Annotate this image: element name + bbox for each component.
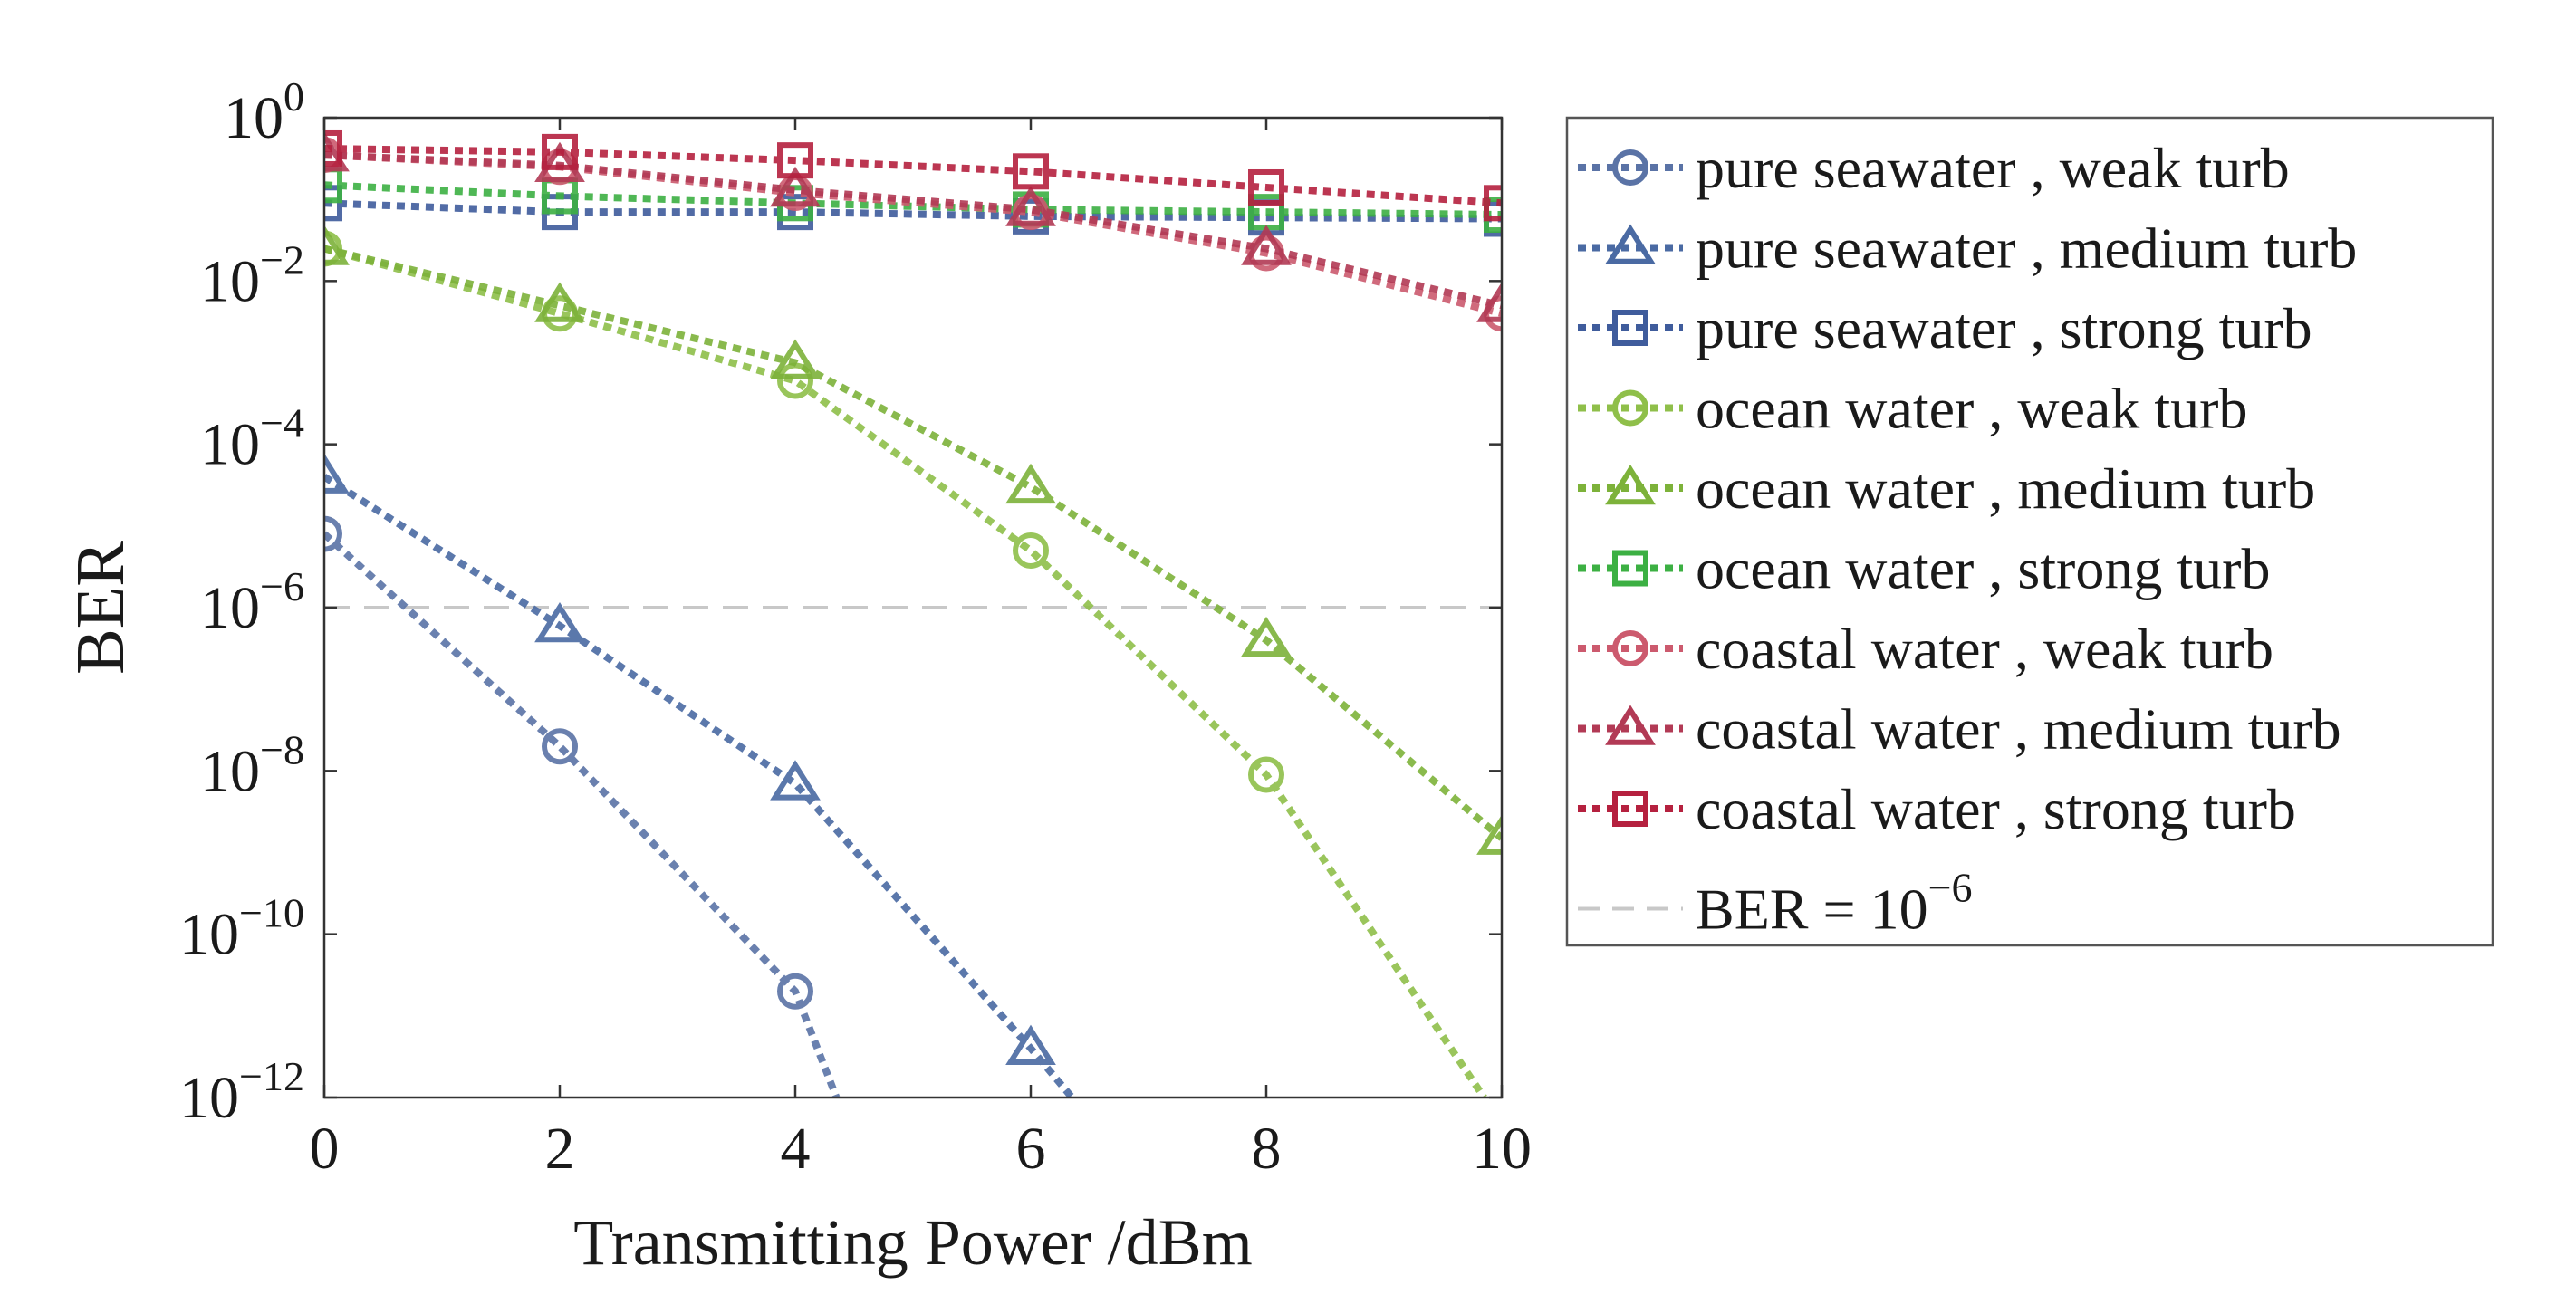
series-1-line (324, 531, 841, 1098)
legend-label: coastal water , weak turb (1696, 617, 2273, 681)
series-5-point-5 (1241, 616, 1292, 657)
plot-area (324, 118, 1502, 1098)
series-9-line (324, 145, 1502, 207)
legend-entry-4: ocean water , weak turb (1578, 377, 2247, 441)
legend-marker (1605, 464, 1656, 505)
series-3-line (324, 199, 1502, 223)
series-4-point-1 (324, 230, 342, 267)
legend: pure seawater , weak turb pure seawater ,… (1565, 116, 2494, 947)
x-tick-label: 0 (310, 1116, 340, 1182)
legend-entry-8: coastal water , medium turb (1578, 697, 2341, 762)
legend-label: ocean water , medium turb (1696, 456, 2315, 521)
legend-label: ocean water , strong turb (1696, 537, 2270, 601)
x-axis-title: Transmitting Power /dBm (573, 1206, 1252, 1279)
legend-entry-5: ocean water , medium turb (1578, 456, 2315, 521)
series-9-point-1 (324, 129, 342, 167)
series-2-point-2 (534, 601, 585, 643)
x-tick-label: 6 (1016, 1116, 1046, 1182)
axes: 0 2 4 6 8 10 100 10−2 10−4 10−6 10−8 10−10 10−12 Tran… (62, 73, 1532, 1279)
series-8 (324, 131, 1502, 322)
y-tick-label: 10−2 (200, 236, 304, 314)
legend-label: pure seawater , medium turb (1696, 216, 2357, 281)
series-9-point-4 (1013, 153, 1049, 190)
legend-marker (1612, 310, 1648, 346)
series-1-point-2 (542, 728, 578, 765)
series-4-line (324, 244, 1487, 1098)
series-6-line (324, 181, 1502, 218)
series-5-point-2 (534, 282, 585, 322)
legend-entry-3: pure seawater , strong turb (1578, 296, 2312, 360)
series-8-point-1 (324, 131, 350, 172)
series-2-point-3 (770, 760, 821, 801)
legend-marker (1612, 389, 1648, 427)
series-9-point-5 (1248, 168, 1284, 206)
series-6-point-1 (324, 167, 342, 204)
series-9-point-6 (1484, 185, 1502, 222)
legend-label: pure seawater , strong turb (1696, 296, 2312, 360)
legend-marker (1605, 705, 1656, 745)
legend-entry-6: ocean water , strong turb (1578, 537, 2270, 601)
series-9-point-2 (542, 133, 578, 170)
x-tick-label: 4 (781, 1116, 811, 1182)
series-2-point-1 (324, 453, 350, 494)
legend-label: coastal water , medium turb (1696, 697, 2341, 762)
series-8-point-5 (1241, 225, 1292, 265)
legend-marker (1612, 149, 1648, 186)
legend-label: ocean water , weak turb (1696, 377, 2247, 441)
legend-entry-7: coastal water , weak turb (1578, 617, 2273, 681)
y-tick-label: 10−12 (179, 1053, 304, 1131)
series-5-point-6 (1476, 814, 1502, 855)
legend-entry-2: pure seawater , medium turb (1578, 216, 2357, 281)
legend-entry-reference: BER = 10−6 (1578, 865, 1973, 942)
series-1-point-3 (777, 973, 813, 1010)
series-3-point-1 (324, 185, 342, 222)
y-axis-title: BER (62, 541, 139, 675)
series-2-point-4 (1005, 1024, 1056, 1066)
series-8-point-6 (1476, 282, 1502, 322)
series-1 (324, 515, 841, 1098)
series-5-point-4 (1005, 463, 1056, 504)
legend-label: BER = 10−6 (1696, 865, 1973, 942)
legend-marker (1612, 630, 1648, 666)
y-tick-label: 10−8 (200, 726, 304, 804)
series-9 (324, 129, 1502, 222)
series-9-point-3 (777, 142, 813, 179)
series-5-point-3 (770, 339, 821, 379)
series-5-point-1 (324, 225, 350, 265)
legend-marker (1612, 550, 1648, 587)
x-tick-label: 8 (1252, 1116, 1282, 1182)
y-tick-label: 10−10 (179, 890, 304, 968)
y-tick-label: 100 (224, 73, 304, 151)
legend-entry-1: pure seawater , weak turb (1578, 136, 2290, 200)
series-8-point-2 (534, 141, 585, 183)
legend-marker (1612, 791, 1648, 827)
legend-label: pure seawater , weak turb (1696, 136, 2290, 200)
y-tick-label: 10−4 (200, 400, 304, 478)
x-tick-label: 2 (545, 1116, 575, 1182)
legend-entry-9: coastal water , strong turb (1578, 777, 2296, 841)
series-5 (324, 225, 1502, 855)
legend-label: coastal water , strong turb (1696, 777, 2296, 841)
legend-box (1565, 116, 2494, 947)
series-2 (324, 453, 1075, 1098)
series-4-point-4 (1013, 532, 1049, 569)
x-tick-label: 10 (1472, 1116, 1532, 1182)
series-4-point-5 (1248, 756, 1284, 793)
series-8-line (324, 151, 1502, 310)
y-tick-label: 10−6 (200, 563, 304, 641)
legend-marker (1605, 224, 1656, 264)
series-8-point-3 (770, 166, 821, 207)
series-8-point-4 (1005, 186, 1056, 226)
series-1-point-1 (324, 515, 342, 552)
series-group (324, 129, 1502, 1098)
